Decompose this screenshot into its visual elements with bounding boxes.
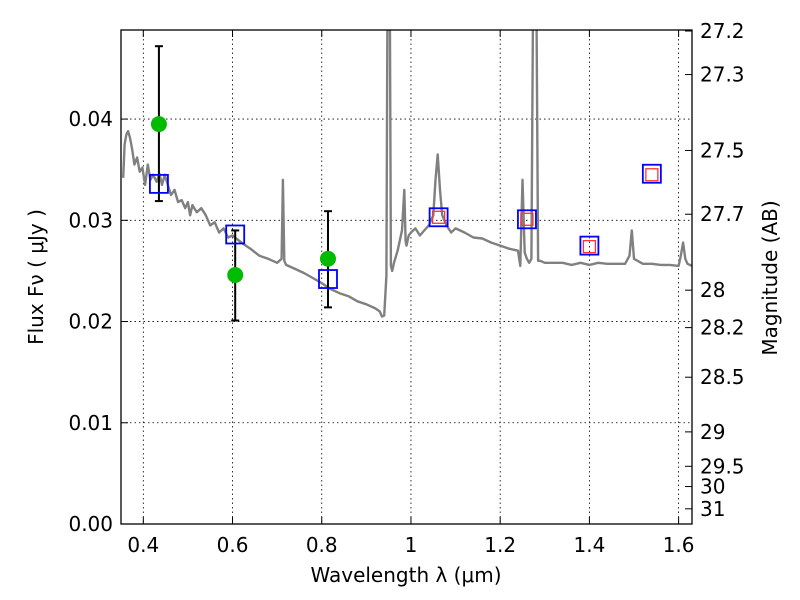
model-spectrum-line	[122, 30, 692, 318]
axis-ticks	[121, 30, 692, 525]
observed-flux-point	[227, 266, 244, 283]
magnitude-tick-label: 27.3	[700, 63, 745, 87]
magnitude-tick-label: 31	[700, 497, 725, 521]
x-axis-label: Wavelength λ (μm)	[310, 563, 501, 587]
y-tick-label: 0.02	[68, 310, 113, 334]
observed-flux-point	[150, 116, 167, 133]
observed-flux-point	[319, 250, 336, 267]
x-tick-label: 1.6	[663, 533, 695, 557]
x-tick-label: 0.4	[127, 533, 159, 557]
model-flux-square	[428, 207, 449, 228]
x-tick-label: 1.4	[573, 533, 605, 557]
plot-frame	[120, 29, 693, 525]
nir-flux-square	[520, 212, 534, 226]
y-axis-label: Flux Fν ( μJy )	[24, 209, 48, 345]
model-flux-square	[318, 269, 338, 289]
y-tick-label: 0.01	[68, 411, 113, 435]
nir-flux-square	[645, 168, 659, 182]
right-axis-label: Magnitude (AB)	[758, 200, 782, 355]
nir-flux-square	[431, 210, 446, 224]
magnitude-tick-label: 27.2	[700, 19, 745, 43]
x-tick-label: 0.8	[306, 533, 338, 557]
x-tick-label: 1.2	[484, 533, 516, 557]
spectrum-layer	[122, 30, 692, 318]
x-tick-label: 1	[405, 533, 418, 557]
magnitude-tick-label: 29.5	[700, 454, 745, 478]
model-flux-square	[149, 173, 169, 194]
model-flux-square	[579, 235, 600, 256]
magnitude-tick-label: 28	[700, 278, 725, 302]
magnitude-tick-label: 27.7	[700, 202, 745, 226]
magnitude-tick-label: 28.2	[700, 316, 745, 340]
y-tick-label: 0.03	[68, 208, 113, 232]
magnitude-tick-label: 28.5	[700, 365, 745, 389]
x-tick-label: 0.6	[217, 533, 249, 557]
model-flux-square	[517, 209, 537, 230]
plot-background	[121, 30, 692, 524]
y-tick-label: 0.00	[68, 512, 113, 536]
model-flux-square	[225, 224, 246, 245]
model-flux-square	[641, 163, 662, 184]
axis-tick-labels: 0.4 0.6 0.8 1 1.2 1.4 1.6 0.00 0.01 0.02 0.03 0.04 2…	[68, 19, 744, 557]
y-tick-label: 0.04	[68, 107, 113, 131]
magnitude-tick-label: 30	[700, 475, 725, 499]
magnitude-tick-label: 29	[700, 420, 725, 444]
markers	[149, 116, 662, 289]
magnitude-tick-label: 27.5	[700, 138, 745, 162]
nir-flux-square	[582, 239, 597, 254]
